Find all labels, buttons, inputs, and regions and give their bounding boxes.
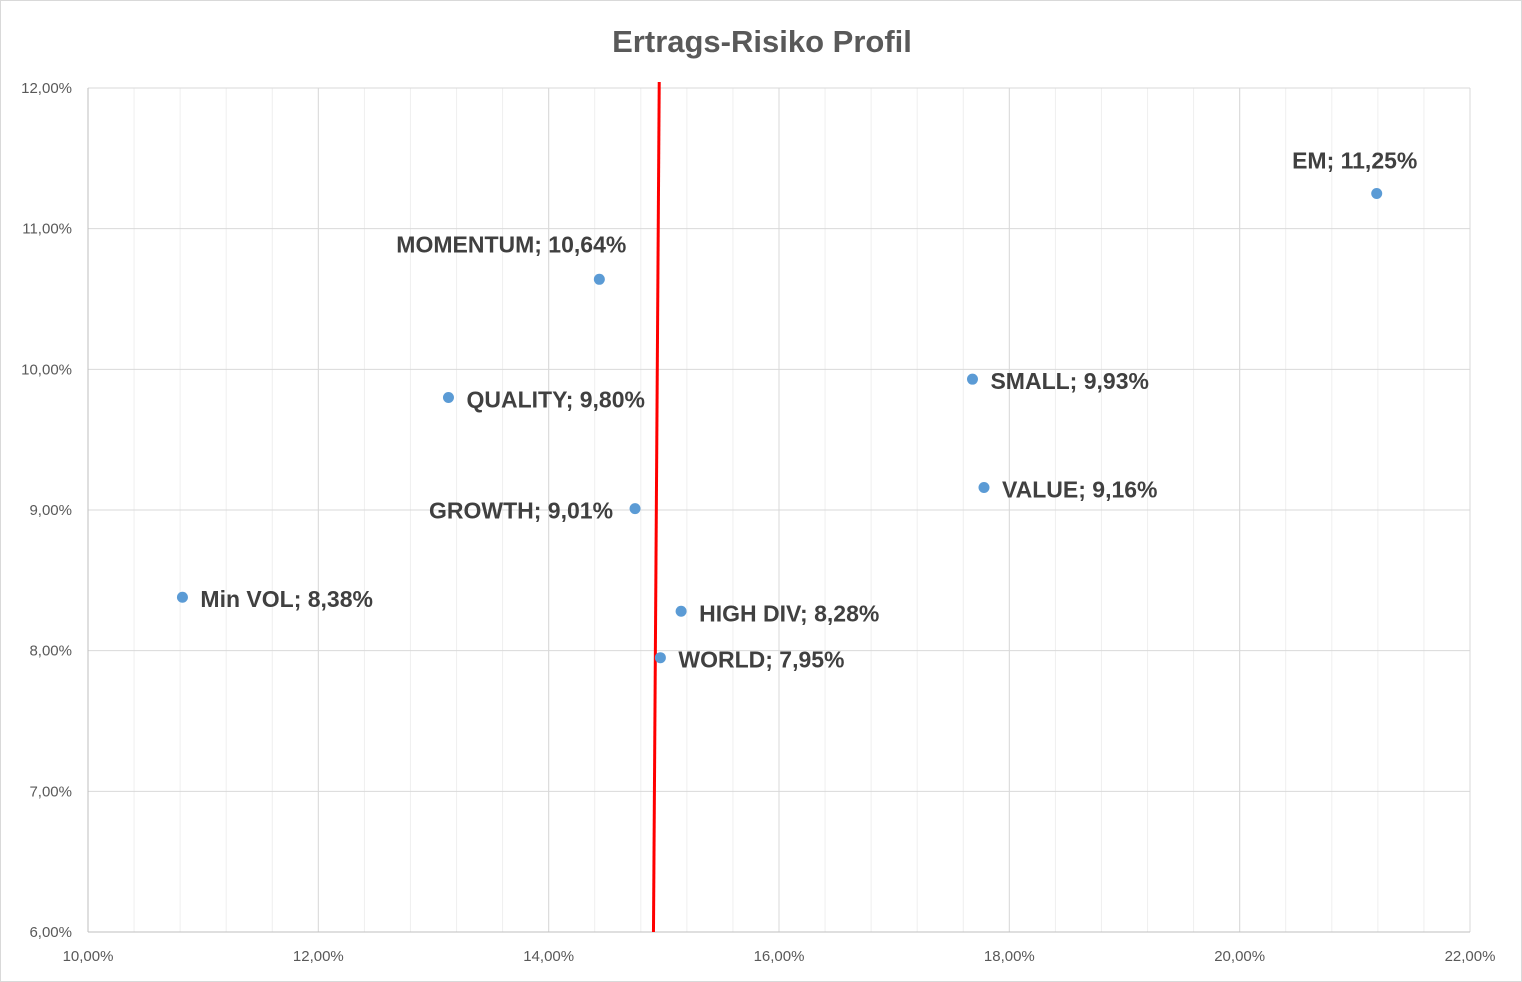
- data-label: Min VOL; 8,38%: [200, 586, 373, 612]
- gridlines: [87, 87, 1471, 933]
- data-point: [654, 652, 666, 664]
- data-label: GROWTH; 9,01%: [429, 498, 613, 524]
- data-point: [966, 373, 978, 385]
- data-point: [176, 591, 188, 603]
- y-tick-label: 9,00%: [29, 502, 72, 519]
- y-tick-label: 10,00%: [21, 361, 72, 378]
- x-tick-label: 20,00%: [1214, 948, 1265, 965]
- x-tick-label: 16,00%: [754, 948, 805, 965]
- x-tick-label: 10,00%: [63, 948, 114, 965]
- reference-line: [651, 81, 661, 933]
- y-tick-label: 6,00%: [29, 924, 72, 941]
- data-point: [675, 605, 687, 617]
- y-tick-label: 11,00%: [22, 221, 72, 238]
- data-label: EM; 11,25%: [1292, 148, 1417, 174]
- data-point: [978, 481, 990, 493]
- data-label: MOMENTUM; 10,64%: [396, 231, 626, 257]
- data-point: [1371, 188, 1383, 199]
- x-tick-label: 14,00%: [523, 948, 574, 965]
- reference-line-group: [651, 81, 661, 933]
- data-label: VALUE; 9,16%: [1002, 476, 1158, 502]
- data-point: [442, 391, 454, 403]
- y-tick-label: 12,00%: [21, 80, 72, 97]
- y-tick-label: 7,00%: [29, 783, 72, 800]
- data-label: SMALL; 9,93%: [990, 368, 1148, 394]
- chart-title: Ertrags-Risiko Profil: [612, 24, 912, 59]
- y-tick-label: 8,00%: [29, 643, 72, 660]
- x-tick-label: 18,00%: [984, 948, 1035, 965]
- data-label: WORLD; 7,95%: [678, 647, 844, 673]
- data-label: QUALITY; 9,80%: [466, 386, 645, 412]
- data-label: HIGH DIV; 8,28%: [699, 600, 879, 626]
- x-tick-label: 22,00%: [1445, 948, 1496, 965]
- axes: 10,00% 12,00% 14,00% 16,00% 18,00% 20,00% 22,0…: [21, 80, 1495, 965]
- data-points: EM; 11,25% MOMENTUM; 10,64% SMALL; 9,93% QU…: [176, 148, 1417, 673]
- data-point: [629, 503, 641, 515]
- data-point: [593, 273, 605, 285]
- x-tick-label: 12,00%: [293, 948, 344, 965]
